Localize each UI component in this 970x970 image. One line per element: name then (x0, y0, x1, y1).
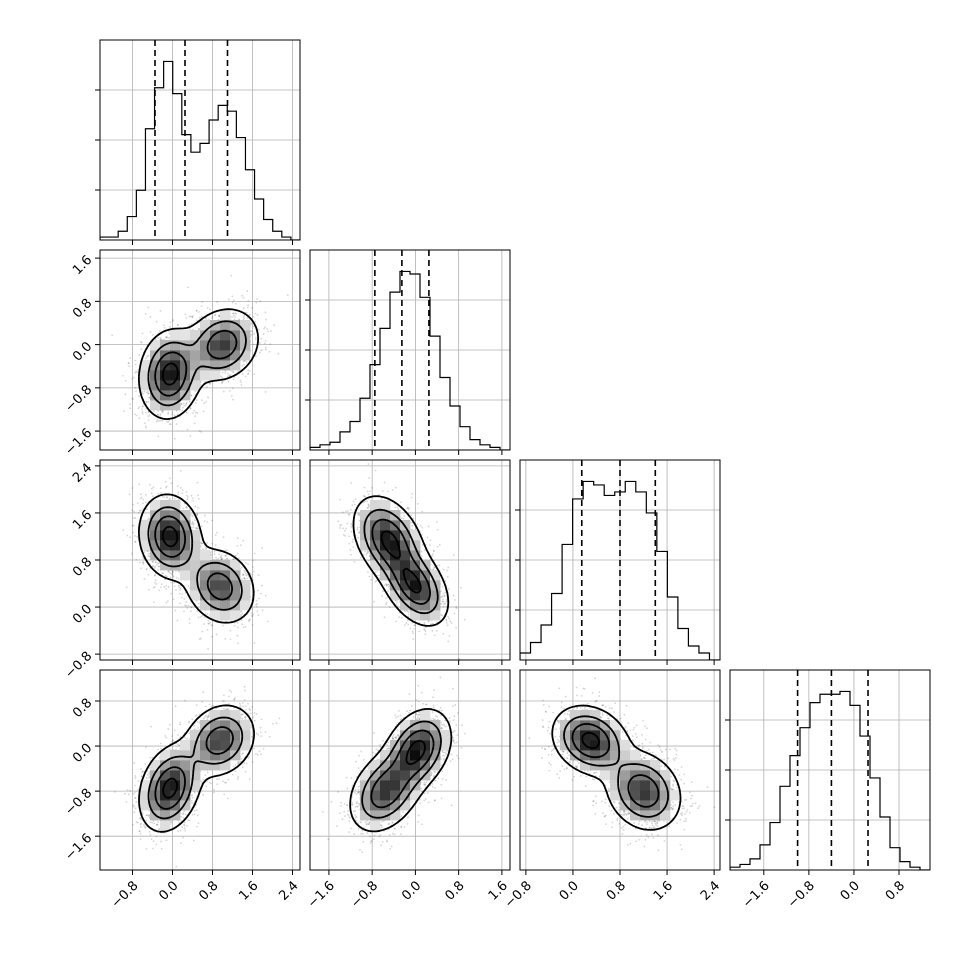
panel-frame (519, 669, 721, 871)
y-tick-label: −0.8 (62, 786, 95, 819)
contour-3-0-0 (138, 704, 255, 833)
x-tick-label: 0.0 (838, 878, 863, 903)
x-tick-label: 0.8 (442, 878, 467, 903)
panel-frame (99, 669, 301, 871)
y-tick-label: 0.8 (70, 296, 95, 321)
x-tick-label: 0.8 (883, 878, 908, 903)
y-tick-label: 1.6 (70, 253, 95, 278)
x-tick-label: 2.4 (698, 878, 723, 903)
panel-frame (99, 459, 301, 661)
contour-3-2-1 (563, 715, 669, 818)
x-tick-label: 0.8 (604, 878, 629, 903)
contour-2-1-1 (363, 508, 439, 615)
panel-frame (519, 459, 721, 661)
contour-3-1-1 (361, 720, 442, 819)
panel-0-0 (95, 39, 301, 245)
x-tick-label: −0.8 (502, 878, 535, 911)
contour-1-0-3 (161, 362, 179, 386)
x-tick-label: 1.6 (236, 878, 261, 903)
contour-3-0-1 (147, 716, 244, 820)
contour-3-2-2 (571, 723, 660, 808)
histogram-1 (310, 270, 510, 450)
histogram-0 (100, 60, 300, 240)
contour-1-0-0 (138, 308, 259, 420)
contour-1-0-1 (147, 320, 247, 407)
contour-2-0-0 (138, 493, 255, 624)
histogram-3 (730, 690, 930, 870)
contour-2-0-2 (154, 515, 233, 601)
x-tick-label: 2.4 (276, 878, 301, 903)
y-tick-label: −1.6 (62, 426, 95, 459)
contour-3-0-2 (154, 726, 234, 810)
panel-1-1 (305, 249, 511, 455)
x-tick-label: −0.8 (348, 878, 381, 911)
x-tick-label: −1.6 (305, 878, 338, 911)
contour-2-1-3 (380, 530, 422, 594)
contour-3-2-3 (581, 731, 600, 750)
panel-2-2 (515, 459, 721, 665)
y-tick-label: 0.8 (70, 696, 95, 721)
x-tick-label: 1.6 (651, 878, 676, 903)
x-tick-label: −0.8 (785, 878, 818, 911)
panel-3-1 (309, 669, 511, 875)
contour-3-1-3 (405, 739, 426, 766)
x-tick-label: 0.0 (156, 878, 181, 903)
panel-3-3 (725, 669, 931, 875)
y-tick-label: 2.4 (70, 461, 95, 486)
panel-2-1 (309, 459, 511, 665)
y-tick-label: −0.8 (62, 649, 95, 682)
panel-1-0 (95, 249, 301, 455)
contour-3-1-2 (370, 729, 435, 809)
contour-2-1-2 (371, 518, 431, 605)
y-tick-label: −0.8 (62, 383, 95, 416)
contour-3-1-0 (349, 708, 453, 833)
panel-3-0 (95, 669, 301, 875)
y-tick-label: 1.6 (70, 508, 95, 533)
corner-panels (95, 39, 931, 875)
contour-2-0-3 (161, 525, 179, 548)
contour-1-0-2 (154, 329, 238, 397)
y-tick-label: 0.0 (70, 339, 95, 364)
panel-frame (309, 669, 511, 871)
x-tick-label: 0.8 (196, 878, 221, 903)
x-tick-label: −1.6 (740, 878, 773, 911)
panel-frame (729, 669, 931, 871)
y-tick-label: 0.0 (70, 602, 95, 627)
contour-3-0-3 (162, 777, 178, 799)
y-tick-label: 0.0 (70, 741, 95, 766)
panel-3-2 (519, 669, 721, 875)
contour-2-0-1 (147, 506, 243, 611)
x-tick-label: −0.8 (109, 878, 142, 911)
panel-frame (309, 459, 511, 661)
panel-2-0 (95, 459, 301, 665)
x-tick-label: 0.0 (399, 878, 424, 903)
panel-frame (309, 249, 511, 451)
y-tick-label: −1.6 (62, 831, 95, 864)
y-tick-label: 0.8 (70, 555, 95, 580)
contour-3-2-0 (551, 704, 682, 831)
panel-frame (99, 39, 301, 241)
histogram-2 (520, 480, 720, 660)
density-cells-2-0 (140, 500, 251, 621)
contour-2-1-0 (352, 495, 450, 627)
panel-frame (99, 249, 301, 451)
x-tick-label: 0.0 (557, 878, 582, 903)
